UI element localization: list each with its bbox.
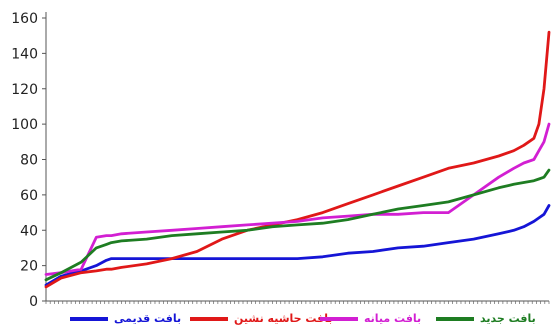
legend-label: بافت میانه <box>364 312 421 325</box>
series-line-2 <box>44 30 551 289</box>
x-axis <box>45 300 550 304</box>
legend-label: بافت جدید <box>480 312 536 325</box>
legend: بافت قدیمی بافت حاشیه نشین بافت میانه بافت … <box>70 312 536 325</box>
series-line-3 <box>44 122 551 276</box>
y-tick-label: 60 <box>20 188 38 204</box>
series-line-1 <box>44 204 551 287</box>
y-axis: 0 20 40 60 80 100 120 140 160 <box>11 11 47 310</box>
legend-label: بافت قدیمی <box>114 312 181 325</box>
legend-swatch <box>190 317 228 321</box>
y-tick-label: 0 <box>29 294 38 310</box>
y-tick-label: 100 <box>11 117 38 133</box>
legend-label: بافت حاشیه نشین <box>234 312 333 325</box>
y-tick-label: 20 <box>20 259 38 275</box>
y-tick-label: 40 <box>20 223 38 239</box>
y-tick-label: 160 <box>11 11 38 27</box>
y-tick-label: 140 <box>11 46 38 62</box>
plot-area <box>44 30 551 289</box>
legend-swatch <box>436 317 474 321</box>
series-line-4 <box>44 168 551 282</box>
y-tick-label: 80 <box>20 153 38 169</box>
legend-swatch <box>70 317 108 321</box>
legend-swatch <box>320 317 358 321</box>
y-tick-label: 120 <box>11 82 38 98</box>
